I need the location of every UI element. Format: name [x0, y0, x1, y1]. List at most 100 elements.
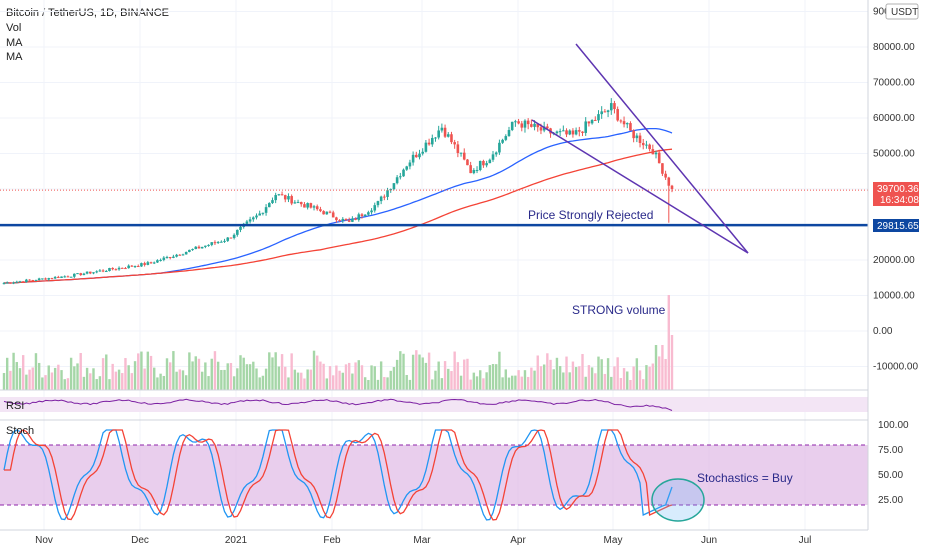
candle-body — [520, 123, 524, 128]
countdown: 16:34:08 — [880, 195, 919, 206]
volume-bar — [562, 372, 565, 390]
volume-bar — [50, 372, 54, 390]
candles — [2, 98, 674, 285]
candle-body — [184, 251, 188, 255]
volume-bar — [287, 377, 290, 390]
volume-bar — [635, 358, 639, 390]
candle-body — [299, 202, 303, 205]
volume-bar — [255, 368, 258, 390]
volume-bar — [220, 369, 223, 390]
candle-body — [651, 149, 655, 155]
candle-body — [2, 283, 6, 285]
volume-bar — [76, 363, 79, 390]
candle-body — [661, 163, 664, 174]
volume-bar — [472, 372, 476, 390]
candle-body — [587, 121, 591, 124]
support-price: 29815.65 — [877, 221, 919, 232]
candle-body — [66, 276, 70, 278]
volume-bar — [207, 376, 210, 390]
volume-bar — [568, 372, 571, 390]
volume-bar — [645, 365, 648, 390]
volume-bar — [450, 371, 453, 390]
volume-bar — [654, 345, 658, 390]
volume-bar — [555, 357, 559, 390]
volume-bar — [463, 359, 466, 390]
volume-bar — [613, 366, 616, 390]
candle-body — [498, 142, 501, 153]
volume-bar — [293, 369, 297, 390]
volume-bar — [258, 377, 261, 390]
volume-bar — [44, 375, 47, 390]
volume-bar — [482, 378, 485, 390]
candle-body — [200, 246, 204, 249]
candle-body — [315, 206, 319, 210]
candle-body — [427, 142, 431, 145]
candle-body — [466, 159, 469, 166]
volume-bar — [239, 355, 242, 390]
candle-body — [578, 130, 581, 132]
y-tick-label: 0.00 — [873, 326, 893, 337]
candle-body — [354, 218, 357, 220]
volume-bar — [92, 368, 95, 390]
candle-body — [293, 202, 297, 204]
volume-bar — [408, 379, 412, 390]
volume-bar — [565, 356, 568, 390]
candle-body — [328, 211, 332, 213]
annotations-layer — [0, 43, 868, 254]
candle-body — [360, 214, 364, 216]
volume-bar — [360, 365, 364, 390]
volume-bar — [466, 358, 469, 390]
volume-bar — [619, 377, 623, 390]
volume-bar — [216, 361, 220, 390]
candle-body — [581, 131, 584, 133]
candle-body — [165, 257, 169, 259]
volume-bar — [351, 373, 354, 390]
candle-body — [408, 162, 412, 167]
candle-body — [37, 278, 41, 281]
candle-body — [565, 130, 568, 135]
volume-bar — [89, 373, 92, 390]
volume-bar — [479, 370, 482, 390]
volume-bar — [210, 358, 213, 390]
volume-bar — [661, 345, 664, 390]
volume-bar — [594, 373, 597, 390]
candle-body — [357, 214, 361, 220]
candle-body — [418, 153, 421, 158]
volume-bar — [578, 366, 581, 390]
candle-body — [267, 203, 271, 208]
candle-body — [331, 212, 335, 218]
volume-bar — [488, 365, 492, 390]
volume-bar — [456, 362, 460, 390]
candle-body — [379, 196, 383, 202]
volume-bar — [127, 365, 130, 390]
stoch-d-line — [4, 429, 673, 521]
stoch-tick-label: 100.00 — [878, 420, 909, 431]
candle-body — [335, 217, 338, 221]
x-tick-label: Feb — [323, 535, 341, 546]
candle-body — [114, 269, 118, 271]
candle-body — [92, 272, 95, 274]
volume-bar — [667, 295, 671, 390]
candle-body — [478, 160, 482, 170]
candle-body — [319, 209, 322, 212]
y-tick-label: 70000.00 — [873, 78, 915, 89]
candle-body — [322, 211, 325, 215]
currency-badge-box[interactable] — [885, 3, 919, 20]
candle-body — [28, 279, 31, 281]
volume-bar — [12, 352, 15, 390]
candle-body — [220, 241, 223, 243]
volume-bar — [79, 352, 82, 390]
volume-bar — [108, 379, 111, 390]
x-tick-label: Apr — [510, 535, 526, 546]
volume-bar — [280, 354, 284, 390]
candle-body — [69, 276, 73, 278]
currency-badge[interactable]: USDT — [891, 7, 918, 18]
volume-bar — [143, 368, 146, 390]
candle-body — [501, 139, 504, 143]
annotation-stoch: Stochastics = Buy — [697, 471, 793, 485]
candle-body — [232, 234, 236, 238]
volume-bar — [392, 367, 396, 390]
candle-body — [245, 221, 249, 224]
volume-bar — [184, 375, 188, 390]
candle-body — [670, 185, 674, 189]
